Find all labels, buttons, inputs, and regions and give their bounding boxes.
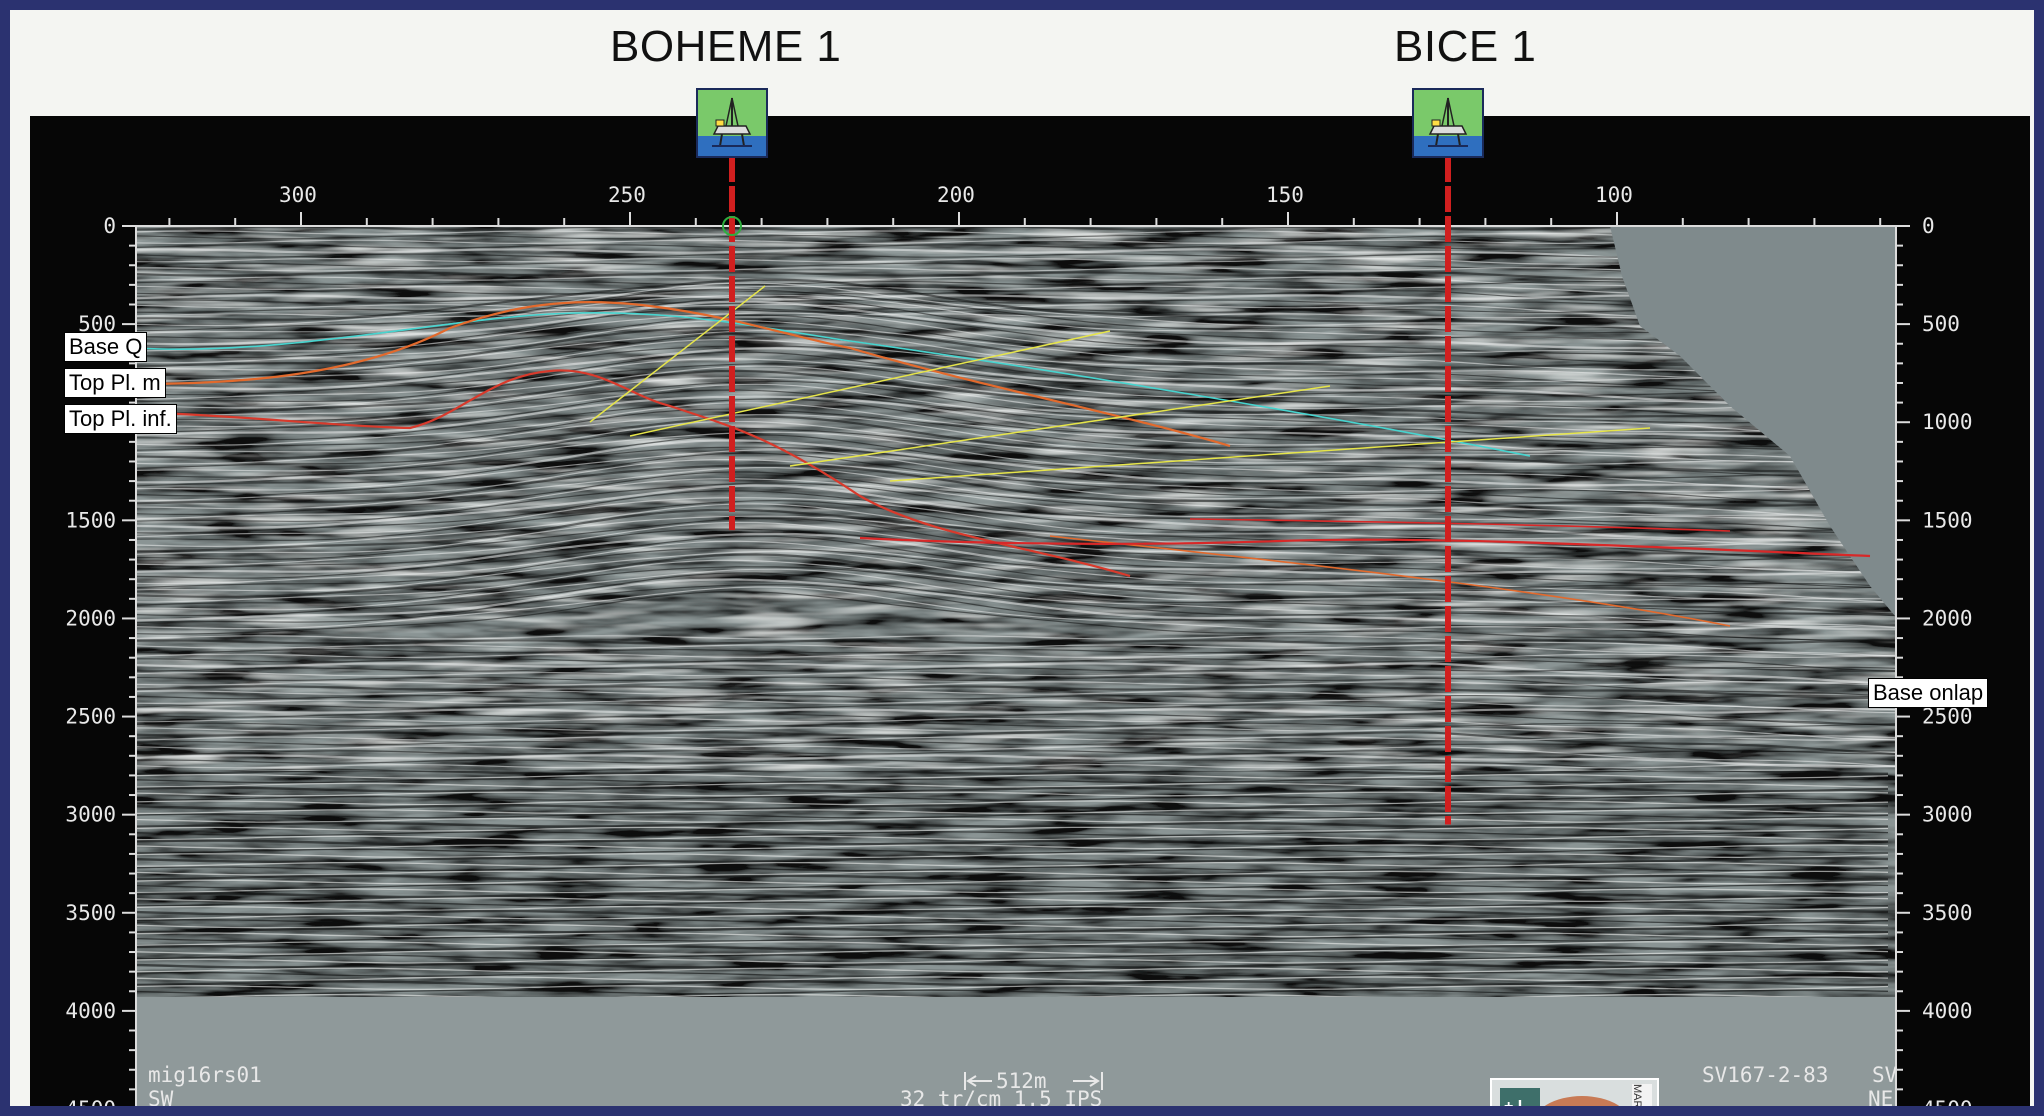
time-tick-label-right: 0	[1922, 214, 1935, 238]
seismic-section: 3002502001501000500100015002000250030003…	[65, 156, 1973, 1106]
well-location-marker	[722, 216, 742, 236]
cdp-tick-label: 250	[608, 183, 646, 207]
scale-bar-label: 512m	[996, 1069, 1047, 1093]
time-tick-label-right: 2000	[1922, 606, 1973, 630]
platform-icon-bice	[1412, 88, 1484, 158]
survey-id: SV167-2-83	[1702, 1063, 1828, 1087]
direction-sw: SW	[148, 1087, 174, 1106]
cdp-tick-label: 200	[937, 183, 975, 207]
platform-icon-boheme	[696, 88, 768, 158]
time-tick-label-right: 4000	[1922, 999, 1973, 1023]
stamp-text-right: MAR	[1631, 1084, 1643, 1106]
time-tick-label-right: 4500	[1922, 1097, 1973, 1106]
line-id: mig16rs01	[148, 1063, 262, 1087]
horizon-label-base-onlap: Base onlap	[1868, 678, 1989, 708]
horizon-label-base-q: Base Q	[64, 332, 148, 362]
time-tick-label-left: 3500	[65, 901, 116, 925]
cdp-tick-label: 300	[279, 183, 317, 207]
scale-bar	[964, 1072, 1103, 1090]
stamp-text-left: + L	[1504, 1098, 1528, 1106]
cdp-tick-label: 100	[1595, 183, 1633, 207]
time-tick-label-right: 3000	[1922, 803, 1973, 827]
time-tick-label-right: 1500	[1922, 508, 1973, 532]
time-tick-label-left: 4000	[65, 999, 116, 1023]
time-tick-label-left: 1500	[65, 508, 116, 532]
processing-info: 32 tr/cm 1.5 IPS	[900, 1087, 1102, 1106]
horizon-label-top-pl-m: Top Pl. m	[64, 368, 166, 398]
survey-suffix: SV	[1872, 1063, 1898, 1087]
time-tick-label-left: 0	[103, 214, 116, 238]
seismic-section-panel: 3002502001501000500100015002000250030003…	[30, 88, 2030, 1106]
time-tick-label-right: 1000	[1922, 410, 1973, 434]
direction-ne: NE	[1868, 1087, 1893, 1106]
time-tick-label-left: 3000	[65, 803, 116, 827]
seismic-figure-page: BOHEME 1 BICE 1	[10, 10, 2034, 1106]
well-title-bice: BICE 1	[1394, 22, 1537, 71]
postage-stamp: + L MAR	[1490, 1078, 1659, 1106]
well-title-boheme: BOHEME 1	[610, 22, 842, 71]
time-tick-label-right: 2500	[1922, 705, 1973, 729]
time-tick-label-right: 500	[1922, 312, 1960, 336]
time-tick-label-left: 2500	[65, 705, 116, 729]
horizon-label-top-pl-inf: Top Pl. inf.	[64, 404, 177, 434]
time-tick-label-left: 2000	[65, 606, 116, 630]
time-tick-label-right: 3500	[1922, 901, 1973, 925]
time-tick-label-left: 4500	[65, 1097, 116, 1106]
cdp-tick-label: 150	[1266, 183, 1304, 207]
